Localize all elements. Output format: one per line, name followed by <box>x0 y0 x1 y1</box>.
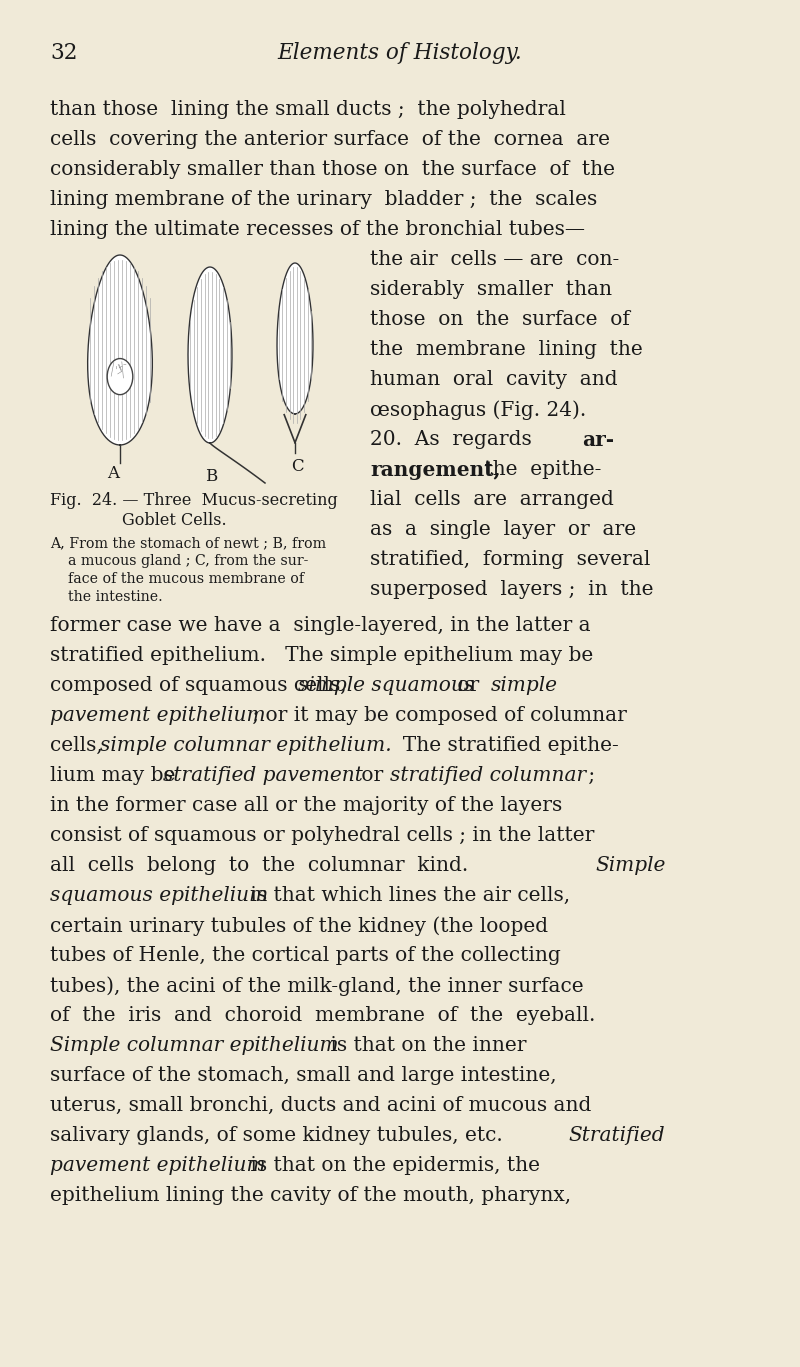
Text: pavement epithelium: pavement epithelium <box>50 705 266 725</box>
Text: Simple columnar epithelium: Simple columnar epithelium <box>50 1036 338 1055</box>
Text: stratified epithelium.   The simple epithelium may be: stratified epithelium. The simple epithe… <box>50 647 594 664</box>
Text: former case we have a  single-layered, in the latter a: former case we have a single-layered, in… <box>50 617 590 636</box>
Text: than those  lining the small ducts ;  the polyhedral: than those lining the small ducts ; the … <box>50 100 566 119</box>
Text: pavement epithelium: pavement epithelium <box>50 1156 266 1176</box>
Text: cells  covering the anterior surface  of the  cornea  are: cells covering the anterior surface of t… <box>50 130 610 149</box>
Text: of  the  iris  and  choroid  membrane  of  the  eyeball.: of the iris and choroid membrane of the … <box>50 1006 595 1025</box>
Text: or: or <box>451 677 486 694</box>
Text: consist of squamous or polyhedral cells ; in the latter: consist of squamous or polyhedral cells … <box>50 826 594 845</box>
Text: stratified,  forming  several: stratified, forming several <box>370 550 650 569</box>
Polygon shape <box>277 262 313 414</box>
Text: Goblet Cells.: Goblet Cells. <box>122 513 226 529</box>
Text: a mucous gland ; C, from the sur-: a mucous gland ; C, from the sur- <box>50 554 308 569</box>
Text: cells,: cells, <box>50 735 109 755</box>
Text: B: B <box>205 468 218 485</box>
Text: lining the ultimate recesses of the bronchial tubes—: lining the ultimate recesses of the bron… <box>50 220 585 239</box>
Text: stratified pavement: stratified pavement <box>163 766 363 785</box>
Text: squamous epithelium: squamous epithelium <box>50 886 268 905</box>
Text: siderably  smaller  than: siderably smaller than <box>370 280 612 299</box>
Ellipse shape <box>107 358 133 395</box>
Text: all  cells  belong  to  the  columnar  kind.: all cells belong to the columnar kind. <box>50 856 487 875</box>
Text: simple columnar epithelium.: simple columnar epithelium. <box>100 735 392 755</box>
Text: C: C <box>291 458 304 474</box>
Text: Stratified: Stratified <box>568 1126 665 1146</box>
Text: face of the mucous membrane of: face of the mucous membrane of <box>50 571 304 586</box>
Text: human  oral  cavity  and: human oral cavity and <box>370 370 618 390</box>
Text: considerably smaller than those on  the surface  of  the: considerably smaller than those on the s… <box>50 160 615 179</box>
Text: the intestine.: the intestine. <box>50 591 162 604</box>
Text: Simple: Simple <box>595 856 666 875</box>
Text: The stratified epithe-: The stratified epithe- <box>390 735 618 755</box>
Text: simple squamous: simple squamous <box>298 677 474 694</box>
Text: 20.  As  regards: 20. As regards <box>370 431 545 448</box>
Text: the  epithe-: the epithe- <box>478 461 602 478</box>
Text: epithelium lining the cavity of the mouth, pharynx,: epithelium lining the cavity of the mout… <box>50 1187 571 1204</box>
Text: is that on the inner: is that on the inner <box>324 1036 526 1055</box>
Text: the  membrane  lining  the: the membrane lining the <box>370 340 642 360</box>
Text: or: or <box>355 766 390 785</box>
Text: Elements of Histology.: Elements of Histology. <box>278 42 522 64</box>
Text: A, From the stomach of newt ; B, from: A, From the stomach of newt ; B, from <box>50 536 326 550</box>
Text: ;: ; <box>582 766 595 785</box>
Text: salivary glands, of some kidney tubules, etc.: salivary glands, of some kidney tubules,… <box>50 1126 515 1146</box>
Text: surface of the stomach, small and large intestine,: surface of the stomach, small and large … <box>50 1066 557 1085</box>
Text: 32: 32 <box>50 42 78 64</box>
Text: composed of squamous cells,: composed of squamous cells, <box>50 677 353 694</box>
Text: is that which lines the air cells,: is that which lines the air cells, <box>244 886 570 905</box>
Text: Fig.  24. — Three  Mucus-secreting: Fig. 24. — Three Mucus-secreting <box>50 492 338 509</box>
Polygon shape <box>188 267 232 443</box>
Text: tubes), the acini of the milk-gland, the inner surface: tubes), the acini of the milk-gland, the… <box>50 976 584 995</box>
Text: stratified columnar: stratified columnar <box>390 766 586 785</box>
Text: is that on the epidermis, the: is that on the epidermis, the <box>244 1156 540 1176</box>
Text: lium may be: lium may be <box>50 766 182 785</box>
Text: rangement,: rangement, <box>370 461 501 480</box>
Text: A: A <box>107 465 119 483</box>
Text: tubes of Henle, the cortical parts of the collecting: tubes of Henle, the cortical parts of th… <box>50 946 561 965</box>
Text: superposed  layers ;  in  the: superposed layers ; in the <box>370 580 654 599</box>
Text: those  on  the  surface  of: those on the surface of <box>370 310 630 329</box>
Text: ; or it may be composed of columnar: ; or it may be composed of columnar <box>246 705 627 725</box>
Text: lining membrane of the urinary  bladder ;  the  scales: lining membrane of the urinary bladder ;… <box>50 190 598 209</box>
Polygon shape <box>88 256 152 446</box>
Text: certain urinary tubules of the kidney (the looped: certain urinary tubules of the kidney (t… <box>50 916 548 935</box>
Text: ar-: ar- <box>582 431 614 450</box>
Text: uterus, small bronchi, ducts and acini of mucous and: uterus, small bronchi, ducts and acini o… <box>50 1096 591 1115</box>
Text: œsophagus (Fig. 24).: œsophagus (Fig. 24). <box>370 401 586 420</box>
Text: simple: simple <box>491 677 558 694</box>
Text: as  a  single  layer  or  are: as a single layer or are <box>370 519 636 539</box>
Text: lial  cells  are  arranged: lial cells are arranged <box>370 489 614 509</box>
Text: in the former case all or the majority of the layers: in the former case all or the majority o… <box>50 796 562 815</box>
Text: the air  cells — are  con-: the air cells — are con- <box>370 250 619 269</box>
